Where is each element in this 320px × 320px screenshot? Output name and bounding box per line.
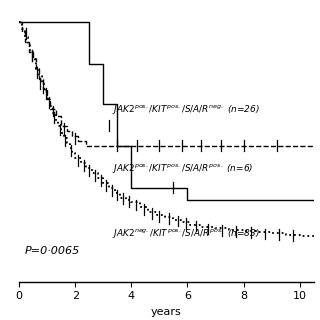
Text: P=0·0065: P=0·0065 <box>25 246 80 256</box>
Text: $JAK2^{pos.}/KIT^{pos.}/S/A/R^{neg.}$ ($n$=26): $JAK2^{pos.}/KIT^{pos.}/S/A/R^{neg.}$ ($… <box>112 103 260 116</box>
X-axis label: years: years <box>151 307 182 317</box>
Text: $JAK2^{neg.}/KIT^{pos.}/S/A/R^{pos.}$ ($n$=83): $JAK2^{neg.}/KIT^{pos.}/S/A/R^{pos.}$ ($… <box>112 227 260 240</box>
Text: $JAK2^{pos.}/KIT^{pos.}/S/A/R^{pos.}$ ($n$=6): $JAK2^{pos.}/KIT^{pos.}/S/A/R^{pos.}$ ($… <box>112 162 253 175</box>
